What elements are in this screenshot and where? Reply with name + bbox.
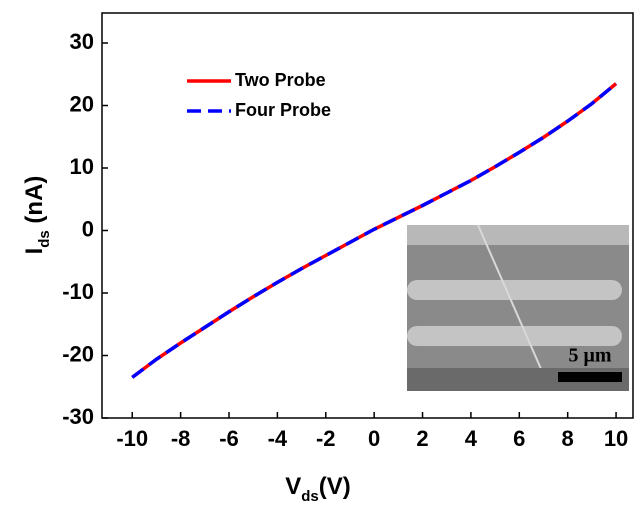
x-tick-label: -6 <box>219 426 239 451</box>
inset-scale-label: 5 μm <box>569 345 612 367</box>
x-label-main: V <box>285 473 301 500</box>
y-tick-label: 20 <box>70 91 94 116</box>
x-label-sub: ds <box>301 488 319 505</box>
x-axis-label: Vds(V) <box>285 473 351 505</box>
y-tick-label: 0 <box>82 216 94 241</box>
y-tick-label: 30 <box>70 29 94 54</box>
y-tick-label: -20 <box>62 341 94 366</box>
y-label-sub: ds <box>36 230 53 248</box>
axes-frame <box>101 12 634 419</box>
y-tick-label: 10 <box>70 154 94 179</box>
inset: 5 μm <box>407 224 629 391</box>
legend-label: Four Probe <box>235 100 331 120</box>
x-tick-label: 8 <box>562 426 574 451</box>
inset-image <box>407 225 629 391</box>
legend-label: Two Probe <box>235 70 326 90</box>
x-tick-label: -10 <box>116 426 148 451</box>
x-tick-label: 4 <box>465 426 478 451</box>
x-tick-label: -2 <box>316 426 336 451</box>
y-label-unit: (nA) <box>21 176 48 231</box>
x-tick-label: -4 <box>268 426 288 451</box>
y-label-main: I <box>21 248 48 255</box>
x-tick-label: 0 <box>368 426 380 451</box>
x-tick-label: 2 <box>416 426 428 451</box>
inset-scale-bar <box>558 372 622 382</box>
y-axis-label: Ids (nA) <box>21 176 53 255</box>
inset-electrode <box>407 280 622 300</box>
x-label-unit: (V) <box>319 473 351 500</box>
x-tick-label: 10 <box>604 426 628 451</box>
y-tick-label: -10 <box>62 279 94 304</box>
series-line <box>131 82 618 379</box>
y-tick-label: -30 <box>62 404 94 429</box>
inset-electrode <box>407 225 629 245</box>
x-tick-label: 6 <box>513 426 525 451</box>
x-tick-label: -8 <box>171 426 191 451</box>
inset-electrode <box>407 326 622 346</box>
plot-area <box>131 82 618 379</box>
inset-nanowire <box>477 224 546 379</box>
